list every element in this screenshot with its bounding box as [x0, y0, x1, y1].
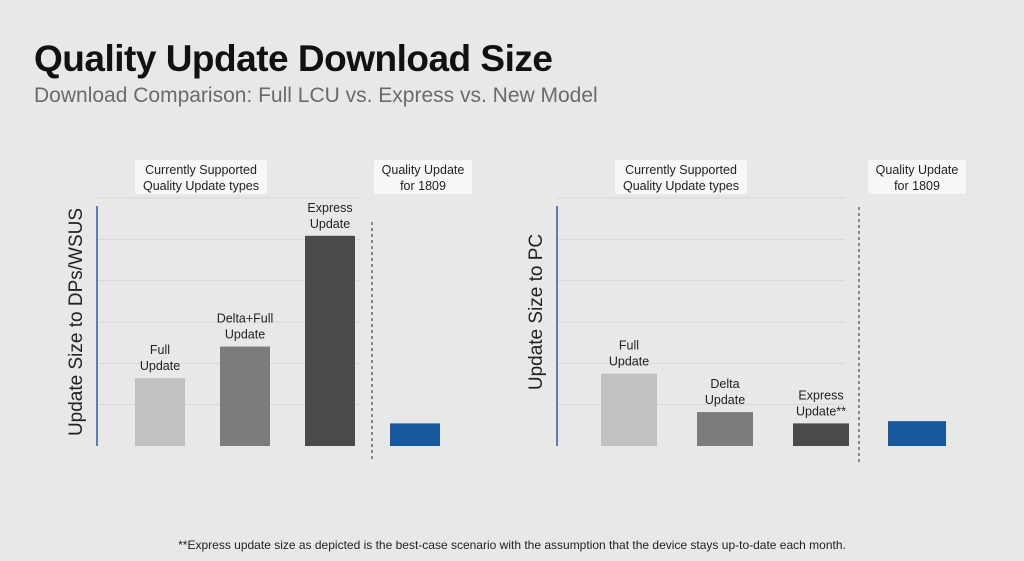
category-label: Express [798, 388, 843, 402]
category-label: Update [140, 359, 180, 373]
group-label-background [135, 160, 267, 194]
full-update-bar [135, 378, 185, 446]
category-label: Full [150, 343, 170, 357]
y-axis-label: Update Size to DPs/WSUS [66, 208, 87, 436]
y-axis-label: Update Size to PC [526, 234, 547, 390]
category-label: Full [619, 339, 639, 353]
express-update-bar [305, 235, 355, 446]
delta-full-update-bar [697, 412, 753, 446]
group-label-background [615, 160, 747, 194]
category-label: Delta [710, 377, 739, 391]
group-label-background [868, 160, 966, 194]
group-label-current: Currently Supported [625, 163, 737, 177]
group-label-1809: Quality Update [876, 163, 959, 177]
group-label-current: Quality Update types [143, 179, 259, 193]
category-label: Update [705, 393, 745, 407]
page-title: Quality Update Download Size [34, 38, 553, 79]
category-label: Express [307, 201, 352, 215]
category-label: Update** [796, 404, 846, 418]
group-label-background [374, 160, 472, 194]
quality-update-1809-bar [888, 421, 946, 446]
category-label: Update [310, 217, 350, 231]
express-update-bar [793, 423, 849, 446]
chart-dps-wsus: Update Size to DPs/WSUS Currently Support… [66, 160, 472, 462]
page-subtitle: Download Comparison: Full LCU vs. Expres… [34, 84, 598, 107]
group-label-1809: Quality Update [382, 163, 465, 177]
chart-pc: Update Size to PC Currently Supported Qual… [526, 160, 966, 462]
quality-update-1809-bar [390, 423, 440, 446]
group-label-1809: for 1809 [894, 179, 940, 193]
category-label: Delta+Full [217, 312, 274, 326]
group-label-1809: for 1809 [400, 179, 446, 193]
group-label-current: Currently Supported [145, 163, 257, 177]
category-label: Update [225, 328, 265, 342]
full-update-bar [601, 373, 657, 446]
footnote: **Express update size as depicted is the… [178, 538, 846, 552]
category-label: Update [609, 355, 649, 369]
group-label-current: Quality Update types [623, 179, 739, 193]
delta-full-update-bar [220, 346, 270, 446]
